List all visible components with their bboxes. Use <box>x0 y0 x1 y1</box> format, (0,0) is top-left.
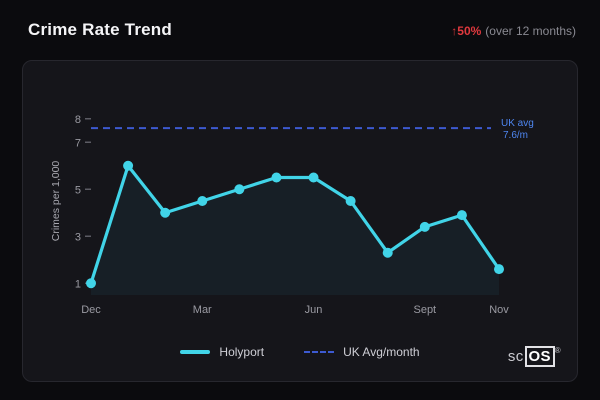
x-tick-label: Nov <box>489 304 509 316</box>
data-point-marker <box>160 207 171 218</box>
holyport-line-swatch <box>180 350 211 354</box>
y-tick-label: 1 <box>75 278 81 290</box>
data-point-marker <box>234 184 245 195</box>
legend-item-holyport[interactable]: Holyport <box>180 345 264 359</box>
data-point-marker <box>197 196 208 206</box>
x-tick-label: Jun <box>305 304 323 316</box>
chart-legend: Holyport UK Avg/month <box>23 345 577 359</box>
y-axis-label: Crimes per 1,000 <box>50 161 62 242</box>
chart-card: 1 3 5 7 8 Crimes per 1,000 Dec Mar Jun Sept Nov UK … <box>22 60 578 382</box>
uk-avg-label: UK avg 7.6/m <box>501 118 534 141</box>
legend-label-uk-avg: UK Avg/month <box>343 345 420 359</box>
page-header: Crime Rate Trend ↑50% (over 12 months) <box>28 20 576 40</box>
change-percent: 50% <box>457 24 482 38</box>
logo-os-box: OS <box>524 346 555 367</box>
data-point-marker <box>419 221 430 232</box>
data-point-marker <box>86 278 96 289</box>
logo-registered-mark: ® <box>554 346 561 355</box>
series-area-fill <box>91 165 499 295</box>
y-tick-label: 3 <box>75 231 81 243</box>
x-tick-label: Dec <box>81 304 101 316</box>
y-tick-label: 7 <box>75 137 81 149</box>
y-tick-label: 8 <box>75 114 81 126</box>
data-point-marker <box>345 196 356 206</box>
logo-prefix: sc <box>507 348 524 365</box>
data-point-marker <box>308 172 319 183</box>
data-point-marker <box>382 247 393 258</box>
legend-item-uk-avg[interactable]: UK Avg/month <box>304 345 420 359</box>
up-arrow-icon: ↑ <box>451 24 458 38</box>
data-point-marker <box>456 210 467 221</box>
change-note: (over 12 months) <box>485 24 576 38</box>
uk-avg-line-swatch <box>304 351 335 353</box>
holyport-line <box>89 164 501 285</box>
legend-label-holyport: Holyport <box>219 345 265 359</box>
scos-logo: sc OS ® <box>508 346 561 367</box>
page-title: Crime Rate Trend <box>28 20 172 39</box>
data-point-marker <box>494 264 504 275</box>
crime-trend-chart: 1 3 5 7 8 Crimes per 1,000 Dec Mar Jun Sept Nov UK … <box>50 114 534 316</box>
data-point-marker <box>271 172 282 183</box>
y-tick-label: 5 <box>75 184 81 196</box>
data-point-marker <box>123 160 134 171</box>
change-indicator: ↑50% (over 12 months) <box>451 24 576 38</box>
x-tick-label: Mar <box>193 304 212 316</box>
x-tick-label: Sept <box>413 304 436 316</box>
